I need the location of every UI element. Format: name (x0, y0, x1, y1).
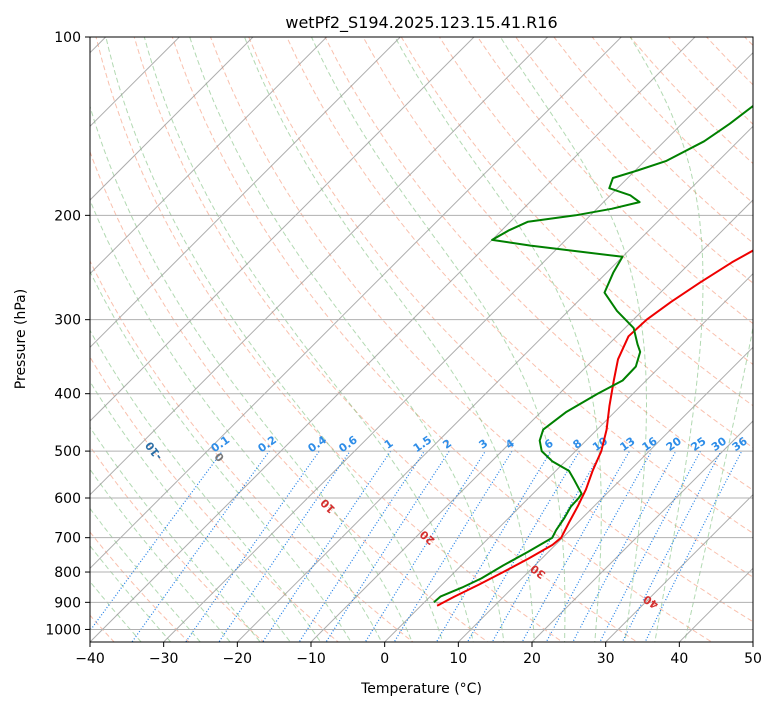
dry-adiabat-line (209, 37, 753, 623)
isotherm-line (457, 346, 753, 642)
dry-adiabat-line (171, 37, 713, 642)
moist-adiabat-line (105, 37, 444, 642)
isotherm-line (90, 37, 623, 570)
y-tick-label: 600 (54, 491, 81, 507)
x-tick-label: 20 (523, 651, 541, 667)
dry-adiabat-line (90, 531, 190, 642)
x-tick-label: −30 (149, 651, 179, 667)
isotherm-line (383, 272, 753, 642)
dry-adiabat-line (90, 259, 414, 642)
isotherm-line (90, 37, 696, 642)
skewed-isotherms (90, 37, 753, 642)
moist-adiabat-line (684, 324, 753, 642)
dry-adiabat-line (400, 37, 753, 407)
y-tick-label: 400 (54, 387, 81, 403)
x-tick-label: −40 (75, 651, 105, 667)
dry-adiabat-line (90, 150, 489, 642)
dry-adiabat-line (90, 356, 339, 642)
dry-adiabats (90, 37, 753, 642)
chart-title: wetPf2_S194.2025.123.15.41.R16 (285, 13, 557, 33)
x-tick-label: −10 (296, 651, 326, 667)
dry-adiabat-line (438, 37, 753, 366)
dry-adiabat-line (286, 37, 753, 534)
pressure-gridlines (90, 37, 753, 630)
x-tick-label: 10 (449, 651, 467, 667)
x-axis-ticks: −40 −30 −20 −10 0 10 20 30 40 50 (75, 642, 762, 667)
y-tick-label: 100 (54, 30, 81, 46)
moist-adiabat-line (90, 104, 413, 642)
x-tick-label: 30 (597, 651, 615, 667)
moist-adiabat-line (90, 329, 322, 642)
isotherm-line (90, 37, 328, 275)
isotherm-line (90, 37, 549, 496)
plot-area: -100-90-80-70-60-50-40-30-20-10010203040… (90, 37, 753, 642)
y-axis-label: Pressure (hPa) (13, 289, 29, 389)
y-tick-label: 800 (54, 565, 81, 581)
isotherm-line (90, 37, 402, 349)
y-axis-ticks: 100 200 300 400 500 600 700 800 900 1000 (45, 30, 90, 638)
dry-adiabat-line (477, 37, 753, 325)
isotherm-line (90, 37, 181, 128)
x-tick-label: 50 (744, 651, 762, 667)
y-tick-label: 700 (54, 531, 81, 547)
temperature-profile-line (436, 249, 753, 607)
dry-adiabat-line (324, 37, 753, 491)
isotherm-line (310, 199, 753, 642)
y-tick-label: 1000 (45, 622, 81, 638)
moist-adiabat-line (143, 37, 474, 642)
isotherm-line (604, 493, 753, 642)
dewpoint-profile-line (433, 104, 753, 604)
y-tick-label: 500 (54, 444, 81, 460)
dry-adiabat-line (133, 37, 638, 642)
sounding-series (433, 104, 753, 607)
moist-adiabat-line (90, 544, 172, 642)
y-tick-label: 300 (54, 313, 81, 329)
moist-adiabat-line (629, 37, 704, 642)
isotherm-line (531, 420, 753, 642)
isotherm-line (236, 125, 753, 642)
x-axis-label: Temperature (°C) (360, 681, 482, 697)
plot-frame (89, 36, 754, 643)
moist-adiabat-line (499, 37, 647, 642)
x-tick-label: 40 (670, 651, 688, 667)
y-tick-label: 200 (54, 208, 81, 224)
x-tick-label: −20 (223, 651, 253, 667)
dry-adiabat-line (248, 37, 753, 578)
dry-adiabat-line (95, 37, 564, 642)
isotherm-line (162, 51, 753, 642)
isotherm-line (90, 37, 254, 201)
isotherm-line (90, 37, 475, 422)
x-tick-label: 0 (380, 651, 389, 667)
y-tick-label: 900 (54, 595, 81, 611)
moist-adiabat-line (244, 37, 535, 642)
